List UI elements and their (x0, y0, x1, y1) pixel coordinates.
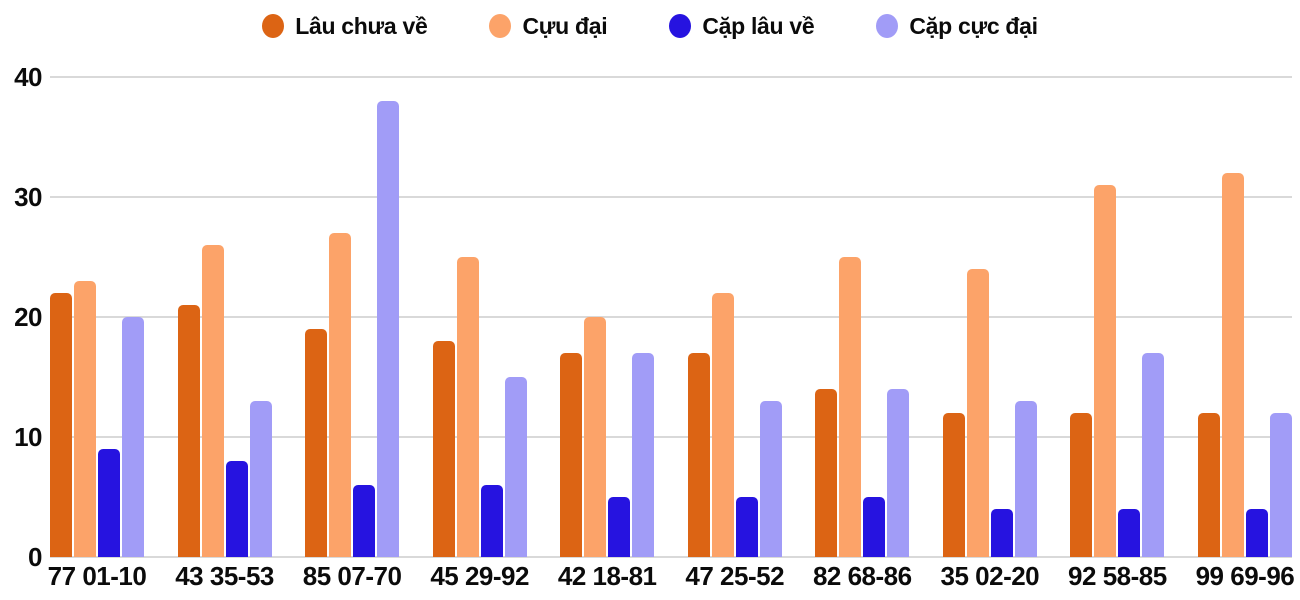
bar (942, 413, 965, 557)
bar (377, 101, 400, 557)
chart-legend: Lâu chưa về Cựu đại Cặp lâu về Cặp cực đại (0, 6, 1300, 46)
bar (632, 353, 655, 557)
legend-swatch-icon (262, 14, 285, 38)
bar (329, 233, 352, 557)
x-tick-cell: 42 18-81 (557, 561, 657, 592)
bar (711, 293, 734, 557)
legend-item: Lâu chưa về (262, 12, 428, 40)
legend-item: Cặp cực đại (876, 12, 1038, 40)
legend-item: Cặp lâu về (669, 12, 815, 40)
x-axis-label: 42 18-81 (557, 561, 657, 591)
x-tick-cell: 92 58-85 (1068, 561, 1167, 592)
bar-group (687, 77, 782, 557)
x-axis-label: 43 35-53 (175, 561, 274, 591)
y-axis-label: 10 (14, 422, 42, 452)
gridline (50, 316, 1292, 318)
bar (584, 317, 607, 557)
x-tick-cell: 82 68-86 (812, 561, 912, 592)
y-axis-label: 30 (14, 182, 42, 212)
bar (887, 389, 910, 557)
x-axis-label: 82 68-86 (812, 561, 912, 591)
bar-group (305, 77, 400, 557)
bar-group (1070, 77, 1165, 557)
legend-swatch-icon (489, 14, 512, 38)
bar (201, 245, 224, 557)
bar (815, 389, 838, 557)
bar (687, 353, 710, 557)
y-axis-label: 20 (14, 302, 42, 332)
bar (480, 485, 503, 557)
bar (608, 497, 631, 557)
x-axis-label: 47 25-52 (685, 561, 785, 591)
x-axis-label: 77 01-10 (47, 561, 147, 591)
y-axis: 0 10 20 30 40 (0, 62, 42, 572)
bar (50, 293, 72, 557)
legend-swatch-icon (876, 14, 899, 38)
bar (1221, 173, 1244, 557)
bar (1094, 185, 1117, 557)
bar-group (815, 77, 910, 557)
y-axis-label: 40 (14, 62, 42, 92)
x-axis-label: 85 07-70 (302, 561, 402, 591)
legend-item: Cựu đại (489, 12, 608, 40)
bar (990, 509, 1013, 557)
x-tick-cell: 99 69-96 (1195, 561, 1295, 592)
x-tick-cell: 77 01-10 (47, 561, 147, 592)
plot-area (50, 76, 1292, 558)
x-tick-cell: 45 29-92 (430, 561, 529, 592)
bar (177, 305, 200, 557)
bar (504, 377, 527, 557)
legend-label: Cựu đại (522, 12, 608, 39)
x-tick-cell: 47 25-52 (685, 561, 785, 592)
bar (98, 449, 120, 557)
bar (560, 353, 583, 557)
bar-group (1197, 77, 1292, 557)
bar (353, 485, 376, 557)
bar (74, 281, 96, 557)
bar (225, 461, 248, 557)
bar (839, 257, 862, 557)
bar-group (50, 77, 144, 557)
bar-group (432, 77, 527, 557)
gridline (50, 76, 1292, 78)
bar (122, 317, 144, 557)
bar (1014, 401, 1037, 557)
bar-groups (50, 77, 1292, 557)
bar (735, 497, 758, 557)
bar-group (560, 77, 655, 557)
bar (1118, 509, 1141, 557)
bar (456, 257, 479, 557)
x-tick-cell: 43 35-53 (175, 561, 274, 592)
y-axis-label: 0 (28, 542, 42, 572)
bar (966, 269, 989, 557)
x-axis-label: 35 02-20 (940, 561, 1040, 591)
bar (1269, 413, 1292, 557)
bar (305, 329, 328, 557)
bar (1142, 353, 1165, 557)
x-axis-label: 92 58-85 (1068, 561, 1167, 591)
x-axis: 77 01-10 43 35-53 85 07-70 45 29-92 42 18-81… (47, 561, 1295, 592)
bar (1070, 413, 1093, 557)
bar (249, 401, 272, 557)
bar (759, 401, 782, 557)
x-tick-cell: 85 07-70 (302, 561, 402, 592)
bar (432, 341, 455, 557)
x-tick-cell: 35 02-20 (940, 561, 1040, 592)
bar-group (177, 77, 272, 557)
x-axis-label: 45 29-92 (430, 561, 529, 591)
legend-swatch-icon (669, 14, 692, 38)
x-axis-label: 99 69-96 (1195, 561, 1295, 591)
legend-label: Cặp cực đại (909, 12, 1038, 39)
gridline (50, 196, 1292, 198)
legend-label: Cặp lâu về (702, 12, 815, 39)
bar (1197, 413, 1220, 557)
legend-label: Lâu chưa về (295, 12, 428, 39)
gridline (50, 556, 1292, 558)
bar-group (942, 77, 1037, 557)
bar (1245, 509, 1268, 557)
bar (863, 497, 886, 557)
gridline (50, 436, 1292, 438)
